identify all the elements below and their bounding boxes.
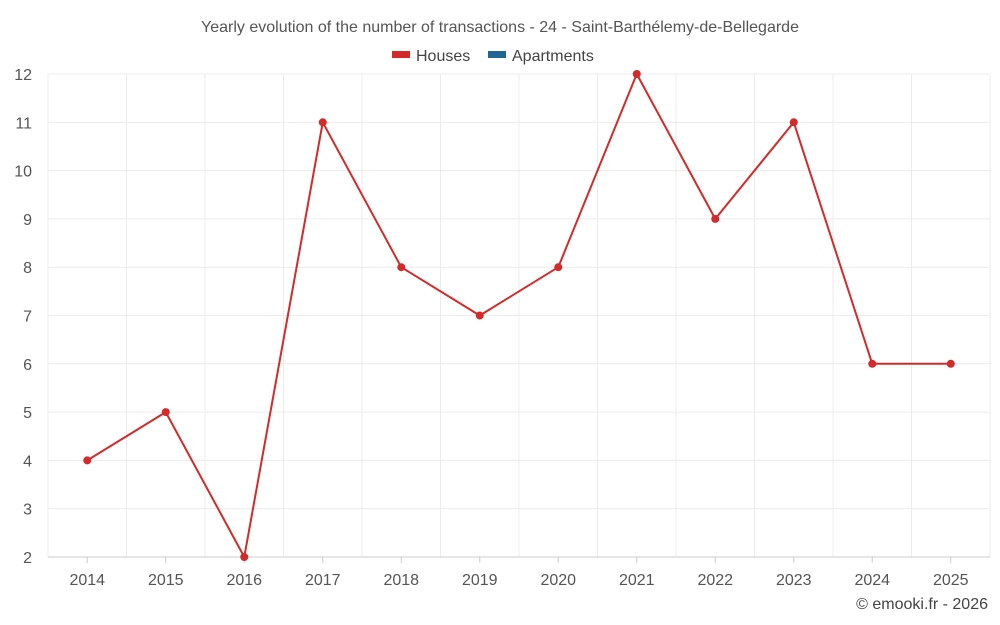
- chart-title: Yearly evolution of the number of transa…: [201, 19, 799, 36]
- y-tick-label: 3: [23, 502, 32, 519]
- data-point[interactable]: [161, 408, 170, 417]
- data-point[interactable]: [318, 118, 327, 127]
- legend-swatch-houses[interactable]: [392, 51, 410, 58]
- y-tick-label: 6: [23, 357, 32, 374]
- axes: 2 3 4 5 6 7 8 9 10 11 12 2014 2015 2016 2017 2018 2019 20…: [14, 67, 990, 589]
- data-point[interactable]: [946, 359, 955, 368]
- x-tick-label: 2019: [462, 572, 498, 589]
- y-tick-label: 7: [23, 309, 32, 326]
- credit-text: © emooki.fr - 2026: [856, 596, 988, 613]
- y-tick-label: 12: [14, 67, 32, 84]
- data-point[interactable]: [240, 553, 249, 561]
- data-point[interactable]: [554, 263, 563, 272]
- data-point[interactable]: [475, 311, 484, 320]
- series-houses: [83, 70, 955, 561]
- x-tick-label: 2018: [383, 572, 419, 589]
- y-tick-label: 11: [15, 115, 32, 132]
- x-tick-label: 2024: [854, 572, 890, 589]
- x-tick-label: 2025: [933, 572, 969, 589]
- data-point[interactable]: [868, 359, 877, 368]
- x-tick-label: 2022: [697, 572, 733, 589]
- gridlines: [47, 73, 991, 558]
- legend: Houses Apartments: [392, 48, 594, 65]
- legend-swatch-apartments[interactable]: [488, 51, 506, 58]
- data-point[interactable]: [397, 263, 406, 272]
- data-point[interactable]: [632, 70, 641, 78]
- legend-label-apartments[interactable]: Apartments: [512, 48, 594, 65]
- y-tick-label: 5: [23, 405, 32, 422]
- y-tick-label: 8: [23, 260, 32, 277]
- x-tick-label: 2023: [776, 572, 812, 589]
- x-tick-label: 2016: [226, 572, 262, 589]
- legend-label-houses[interactable]: Houses: [416, 48, 470, 65]
- y-tick-label: 10: [14, 164, 32, 181]
- data-point[interactable]: [83, 456, 92, 465]
- data-point[interactable]: [789, 118, 798, 127]
- data-point[interactable]: [711, 214, 720, 223]
- y-tick-label: 4: [23, 453, 32, 470]
- x-tick-label: 2021: [619, 572, 655, 589]
- x-tick-label: 2020: [540, 572, 576, 589]
- x-tick-label: 2014: [69, 572, 105, 589]
- y-tick-label: 2: [23, 550, 32, 567]
- x-tick-label: 2017: [305, 572, 341, 589]
- series-line-houses: [86, 73, 951, 558]
- x-tick-label: 2015: [148, 572, 184, 589]
- y-tick-label: 9: [23, 212, 32, 229]
